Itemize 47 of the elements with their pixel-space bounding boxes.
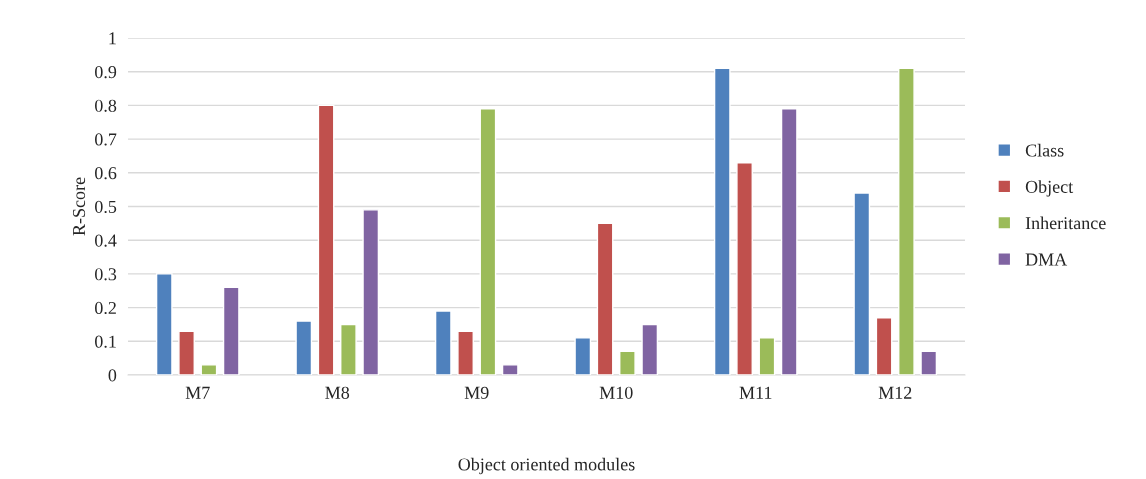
- bar: [736, 161, 753, 375]
- bar: [596, 222, 614, 375]
- bar: [853, 192, 871, 375]
- bar: [434, 310, 452, 375]
- bar: [295, 320, 313, 375]
- x-tick-label: M9: [464, 386, 489, 399]
- bar: [222, 286, 240, 375]
- bar: [574, 337, 592, 375]
- legend-label: DMA: [1025, 253, 1068, 266]
- y-tick-label: 0.1: [95, 335, 116, 348]
- y-tick-label: 0.4: [95, 234, 117, 247]
- y-tick-label: 0.3: [95, 268, 117, 281]
- y-tick-label: 0.8: [95, 99, 117, 112]
- bar: [362, 209, 380, 375]
- y-tick-label: 0: [108, 369, 117, 382]
- legend-label: Inheritance: [1025, 216, 1106, 230]
- legend-label: Object: [1025, 180, 1074, 197]
- y-tick-label: 1: [109, 32, 116, 45]
- bar: [479, 108, 497, 375]
- bar: [340, 323, 357, 375]
- bar: [317, 104, 335, 375]
- x-tick-label: M11: [739, 386, 772, 399]
- bar: [758, 337, 776, 375]
- x-tick-label: M12: [878, 386, 912, 399]
- bar: [155, 273, 173, 375]
- y-tick-label: 0.9: [95, 65, 117, 79]
- x-axis-title: Object oriented modules: [458, 457, 635, 475]
- x-tick-label: M10: [599, 386, 633, 399]
- y-tick-label: 0.7: [95, 133, 117, 146]
- bar: [641, 323, 659, 375]
- y-tick-label: 0.6: [95, 167, 117, 180]
- bar: [457, 330, 474, 375]
- bar: [898, 67, 915, 375]
- y-tick-label: 0.5: [95, 200, 117, 214]
- x-tick-label: M8: [325, 386, 350, 399]
- y-tick-label: 0.2: [95, 301, 116, 315]
- bar: [920, 350, 938, 375]
- bar: [713, 67, 731, 375]
- bar: [780, 108, 798, 375]
- x-tick-label: M7: [185, 386, 210, 399]
- legend-label: Class: [1025, 143, 1064, 157]
- bar: [619, 350, 636, 375]
- bar: [875, 317, 893, 375]
- bar: [501, 364, 519, 375]
- bar: [200, 364, 218, 375]
- bar: [178, 330, 195, 375]
- y-axis-title: R-Score: [72, 177, 86, 236]
